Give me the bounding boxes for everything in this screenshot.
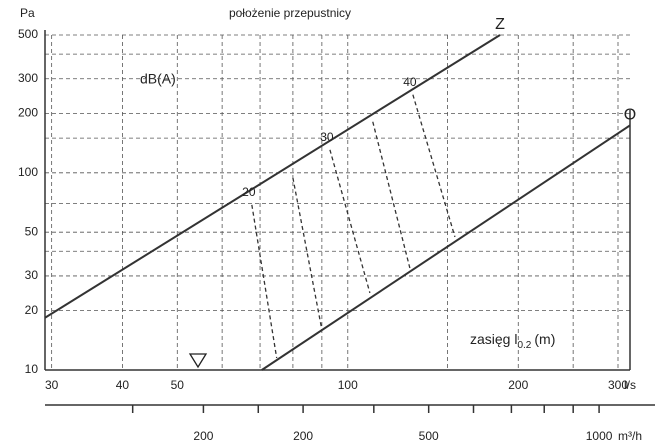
x2-tick-label: 200 (193, 429, 213, 443)
x-tick-label: 200 (508, 378, 528, 392)
y-tick-label: 20 (25, 303, 39, 317)
range-sub: 0.2 (517, 340, 531, 351)
series-label: 40 (403, 75, 417, 89)
series-line (292, 177, 323, 330)
x2-tick-label: 500 (419, 429, 439, 443)
series-line (329, 149, 371, 294)
chart-title: położenie przepustnicy (229, 6, 351, 20)
y-axis-label: Pa (20, 6, 35, 20)
series-label: 30 (320, 130, 334, 144)
x-tick-label: 40 (116, 378, 130, 392)
x-tick-label: 30 (45, 378, 59, 392)
y-tick-label: 30 (25, 268, 39, 282)
series-label: Z (495, 16, 505, 33)
y-tick-label: 500 (18, 27, 38, 41)
x2-axis-label: m³/h (618, 429, 642, 443)
x2-tick-label: 200 (293, 429, 313, 443)
series-line (412, 94, 456, 238)
series-label: 20 (242, 185, 256, 199)
x-tick-label: 100 (338, 378, 358, 392)
range-unit: (m) (534, 331, 555, 347)
x-tick-label: 50 (171, 378, 185, 392)
x-axis-label: l/s (624, 378, 636, 392)
x2-tick-label: 1000 (586, 429, 613, 443)
series-line (44, 34, 501, 319)
y-tick-label: 100 (18, 165, 38, 179)
series-label: O (624, 107, 636, 124)
triangle-symbol (188, 353, 208, 369)
range-label: zasięg l0.2 (m) (470, 331, 555, 351)
series-line (261, 124, 631, 371)
series-line (372, 121, 411, 269)
y-tick-label: 50 (25, 224, 39, 238)
y-tick-label: 10 (25, 362, 39, 376)
series-line (251, 204, 278, 359)
y-tick-label: 200 (18, 106, 38, 120)
range-text: zasięg l (470, 331, 517, 347)
x-tick-label: 300 (608, 378, 628, 392)
y-tick-label: 300 (18, 71, 38, 85)
